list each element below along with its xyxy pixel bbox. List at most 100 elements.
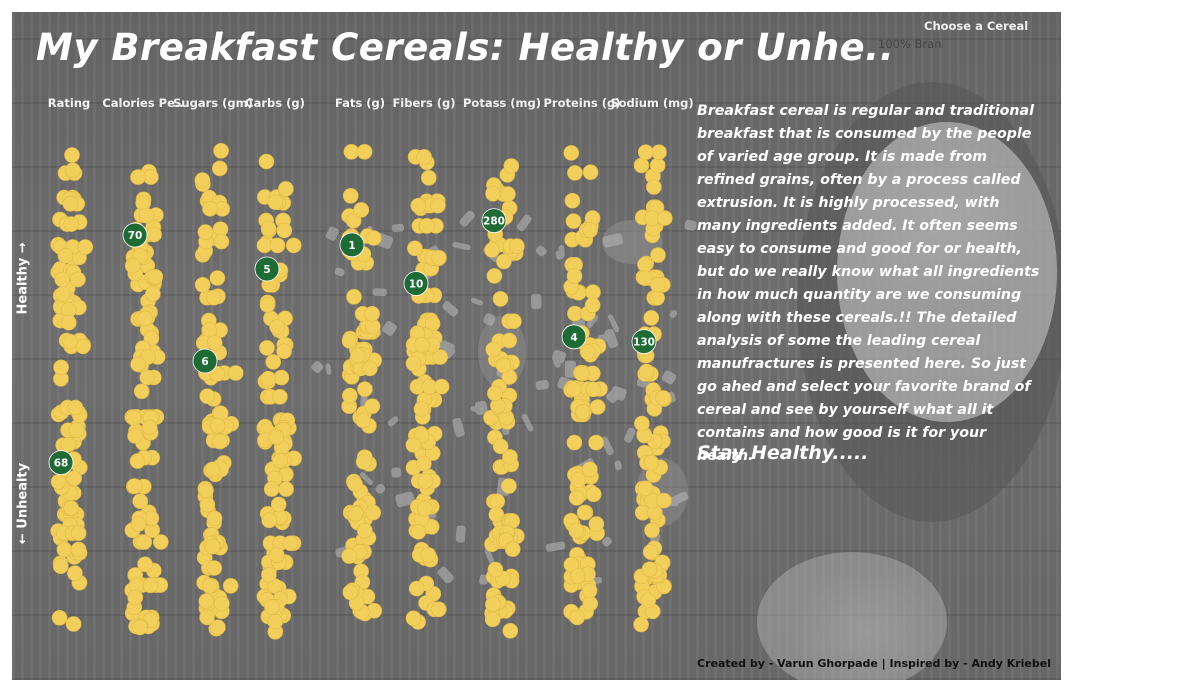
cereal-dot[interactable]: [346, 288, 362, 305]
cereal-dot[interactable]: [582, 222, 598, 238]
selected-cereal-marker[interactable]: [403, 271, 429, 296]
cereal-dot[interactable]: [278, 181, 294, 197]
cereal-dot[interactable]: [199, 609, 215, 626]
cereal-dot[interactable]: [52, 558, 69, 575]
cereal-dot[interactable]: [270, 496, 287, 513]
cereal-dot[interactable]: [199, 388, 216, 405]
cereal-dot[interactable]: [353, 202, 370, 218]
cereal-dot[interactable]: [132, 493, 148, 510]
cereal-dot[interactable]: [267, 613, 284, 630]
selected-cereal-marker[interactable]: [192, 348, 218, 374]
cereal-dot[interactable]: [213, 233, 230, 250]
cereal-dot[interactable]: [276, 343, 292, 360]
cereal-dot[interactable]: [496, 253, 512, 270]
cereal-dot[interactable]: [269, 319, 285, 335]
cereal-dot[interactable]: [633, 616, 649, 633]
cereal-dot[interactable]: [633, 157, 650, 174]
cereal-dot[interactable]: [345, 212, 362, 229]
cereal-dot[interactable]: [194, 276, 211, 293]
cereal-dot[interactable]: [201, 577, 218, 594]
cereal-dot[interactable]: [133, 383, 150, 400]
cereal-dot[interactable]: [642, 544, 659, 560]
cereal-dot[interactable]: [199, 496, 216, 513]
cereal-dot[interactable]: [651, 144, 667, 160]
cereal-dot[interactable]: [206, 560, 222, 576]
cereal-dot[interactable]: [485, 341, 502, 358]
cereal-dot[interactable]: [355, 453, 372, 470]
cereal-dot[interactable]: [484, 611, 501, 628]
cereal-dot[interactable]: [259, 297, 276, 313]
cereal-dot[interactable]: [54, 271, 71, 288]
cereal-dot[interactable]: [656, 210, 673, 226]
cereal-dot[interactable]: [487, 385, 503, 402]
selected-cereal-marker[interactable]: [339, 232, 365, 258]
cereal-dot[interactable]: [563, 145, 580, 161]
cereal-dot[interactable]: [205, 289, 222, 306]
cereal-dot[interactable]: [139, 369, 156, 386]
cereal-dot[interactable]: [68, 422, 85, 439]
cereal-dot[interactable]: [495, 357, 512, 374]
cereal-dot[interactable]: [64, 162, 81, 179]
cereal-dot[interactable]: [50, 473, 67, 490]
cereal-dot[interactable]: [492, 438, 509, 455]
cereal-dot[interactable]: [194, 172, 211, 188]
cereal-dot[interactable]: [206, 335, 223, 351]
cereal-dot[interactable]: [202, 200, 218, 217]
cereal-dot[interactable]: [343, 144, 360, 160]
cereal-dot[interactable]: [410, 197, 427, 214]
cereal-dot[interactable]: [357, 381, 373, 398]
cereal-dot[interactable]: [222, 577, 239, 594]
cereal-dot[interactable]: [585, 486, 602, 503]
cereal-dot[interactable]: [127, 589, 144, 606]
cereal-dot[interactable]: [260, 370, 277, 387]
cereal-dot[interactable]: [62, 333, 78, 350]
cereal-dot[interactable]: [264, 599, 280, 615]
cereal-dot[interactable]: [263, 481, 280, 497]
cereal-dot[interactable]: [70, 271, 86, 288]
cereal-dot[interactable]: [137, 556, 153, 573]
cereal-dot[interactable]: [137, 310, 153, 327]
cereal-dot[interactable]: [125, 410, 142, 426]
cereal-dot[interactable]: [209, 365, 226, 382]
cereal-dot[interactable]: [214, 595, 230, 612]
cereal-dot[interactable]: [576, 504, 593, 521]
cereal-dot[interactable]: [365, 230, 382, 246]
cereal-dot[interactable]: [51, 609, 68, 626]
cereal-dot[interactable]: [153, 534, 169, 550]
cereal-dot[interactable]: [649, 157, 666, 174]
cereal-dot[interactable]: [410, 523, 427, 540]
cereal-dot[interactable]: [356, 144, 373, 160]
cereal-dot[interactable]: [417, 473, 434, 489]
cereal-dot[interactable]: [503, 158, 520, 174]
cereal-dot[interactable]: [637, 144, 654, 160]
cereal-dot[interactable]: [198, 593, 215, 609]
cereal-dot[interactable]: [124, 257, 141, 274]
cereal-dot[interactable]: [198, 482, 214, 499]
cereal-dot[interactable]: [347, 476, 363, 492]
cereal-dot[interactable]: [62, 196, 79, 212]
cereal-dot[interactable]: [142, 577, 159, 594]
cereal-dot[interactable]: [656, 492, 672, 509]
cereal-dot[interactable]: [145, 286, 161, 302]
cereal-dot[interactable]: [637, 270, 653, 287]
cereal-dot[interactable]: [204, 538, 221, 555]
cereal-dot[interactable]: [355, 412, 371, 429]
cereal-dot[interactable]: [347, 505, 364, 522]
cereal-dot[interactable]: [487, 561, 504, 578]
cereal-dot[interactable]: [132, 619, 148, 636]
cereal-dot[interactable]: [637, 256, 653, 273]
cereal-dot[interactable]: [141, 419, 158, 436]
cereal-dot[interactable]: [431, 250, 447, 266]
selected-cereal-marker[interactable]: [631, 329, 657, 355]
cereal-dot[interactable]: [65, 616, 82, 632]
cereal-dot[interactable]: [57, 248, 74, 264]
cereal-dot[interactable]: [272, 388, 288, 405]
cereal-dot[interactable]: [276, 222, 293, 239]
cereal-dot[interactable]: [70, 541, 87, 558]
cereal-dot[interactable]: [365, 504, 382, 521]
cereal-dot[interactable]: [407, 240, 423, 257]
cereal-dot[interactable]: [272, 452, 289, 469]
cereal-dot[interactable]: [643, 310, 660, 326]
cereal-dot[interactable]: [416, 149, 432, 165]
cereal-dot[interactable]: [638, 363, 655, 380]
